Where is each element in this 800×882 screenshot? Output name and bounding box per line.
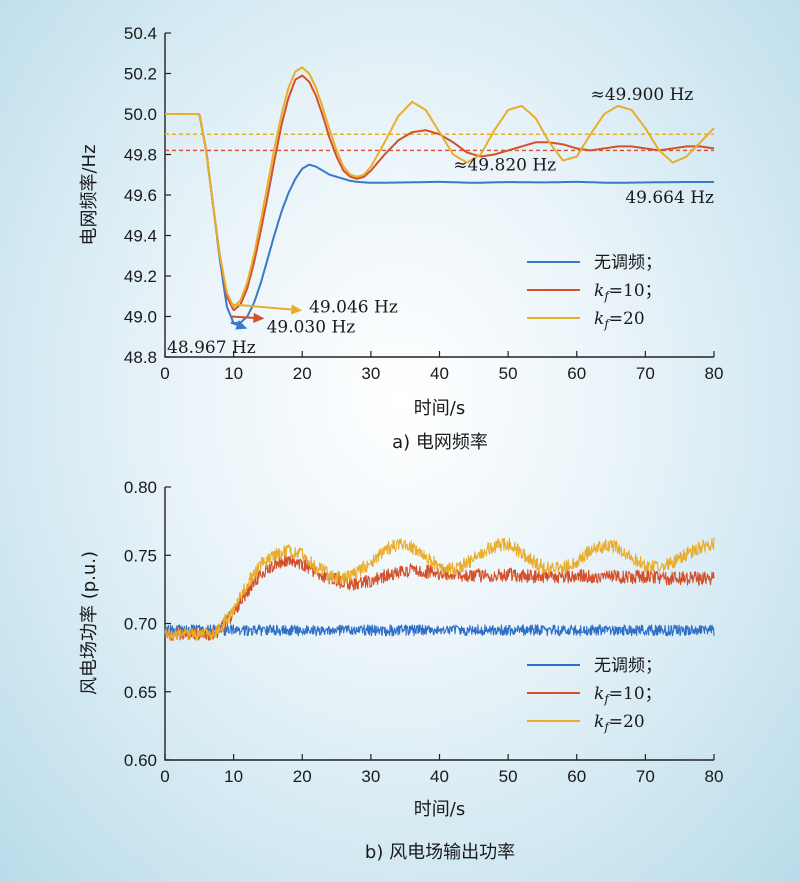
y-tick-label: 0.60 <box>124 751 157 770</box>
caption-a: a) 电网频率 <box>392 432 488 453</box>
annotation-label: ≈49.900 Hz <box>590 85 693 105</box>
annotation-arrow <box>230 315 254 319</box>
x-tick-label: 30 <box>361 364 380 383</box>
y-tick-label: 0.65 <box>124 683 157 702</box>
y-tick-label: 48.8 <box>124 348 157 367</box>
legend-entry: 无调频； <box>594 656 662 676</box>
chart-wind-power: 0 10 20 30 40 50 60 70 80 0.60 0.65 0.70 0.75 0.80 时间/… <box>79 478 723 820</box>
y-axis-label: 风电场功率 (p.u.) <box>79 551 100 695</box>
y-tick-label: 49.0 <box>124 308 157 327</box>
series-line-2 <box>164 66 715 308</box>
y-tick-label: 49.6 <box>124 186 157 205</box>
x-tick-label: 80 <box>705 767 724 786</box>
x-tick-label: 10 <box>224 364 243 383</box>
y-tick-label: 0.70 <box>124 615 157 634</box>
x-tick-label: 0 <box>160 364 169 383</box>
x-axis-label: 时间/s <box>414 398 465 419</box>
y-tick-label: 49.2 <box>124 267 157 286</box>
x-tick-label: 50 <box>499 364 518 383</box>
annotation-label: 49.030 Hz <box>267 318 356 338</box>
y-tick-label: 50.2 <box>124 65 157 84</box>
arrow-head <box>290 304 303 315</box>
legend-entry: kf=10； <box>594 281 662 303</box>
y-tick-label: 50.0 <box>124 105 157 124</box>
x-tick-label: 30 <box>361 767 380 786</box>
y-tick-label: 50.4 <box>124 24 157 43</box>
caption-b: b) 风电场输出功率 <box>365 842 515 863</box>
series-line-1 <box>164 553 715 641</box>
x-tick-label: 60 <box>567 364 586 383</box>
y-axis-label: 电网频率/Hz <box>79 144 100 245</box>
x-tick-label: 20 <box>293 364 312 383</box>
annotation-label: 49.046 Hz <box>309 297 398 317</box>
x-tick-label: 40 <box>430 364 449 383</box>
series-line-1 <box>164 74 715 312</box>
series-line-0 <box>164 113 715 325</box>
x-tick-label: 80 <box>705 364 724 383</box>
arrow-head <box>235 320 248 330</box>
x-tick-label: 70 <box>636 767 655 786</box>
x-axis-label: 时间/s <box>414 799 465 820</box>
y-tick-label: 49.8 <box>124 146 157 165</box>
chart-frequency: 0 10 20 30 40 50 60 70 80 48.8 49.0 49.2 49.4 49.6 49.… <box>79 24 723 419</box>
annotation-label: 48.967 Hz <box>167 338 256 358</box>
x-tick-label: 60 <box>567 767 586 786</box>
y-tick-label: 49.4 <box>124 227 157 246</box>
series-line-2 <box>164 537 715 642</box>
x-tick-label: 0 <box>160 767 169 786</box>
annotation-arrow <box>230 303 292 311</box>
y-tick-label: 0.80 <box>124 478 157 497</box>
x-tick-label: 70 <box>636 364 655 383</box>
legend-entry: kf=20 <box>594 712 645 734</box>
x-tick-label: 40 <box>430 767 449 786</box>
y-tick-label: 0.75 <box>124 546 157 565</box>
x-tick-label: 50 <box>499 767 518 786</box>
legend-entry: kf=10； <box>594 684 662 706</box>
series-line-0 <box>164 624 715 637</box>
x-tick-label: 20 <box>293 767 312 786</box>
annotation-arrow <box>230 321 238 326</box>
legend-entry: 无调频； <box>594 253 662 273</box>
legend-entry: kf=20 <box>594 309 645 331</box>
x-tick-label: 10 <box>224 767 243 786</box>
arrow-head <box>253 312 265 323</box>
annotation-label: 49.664 Hz <box>625 188 714 208</box>
annotation-label: ≈49.820 Hz <box>453 156 556 176</box>
